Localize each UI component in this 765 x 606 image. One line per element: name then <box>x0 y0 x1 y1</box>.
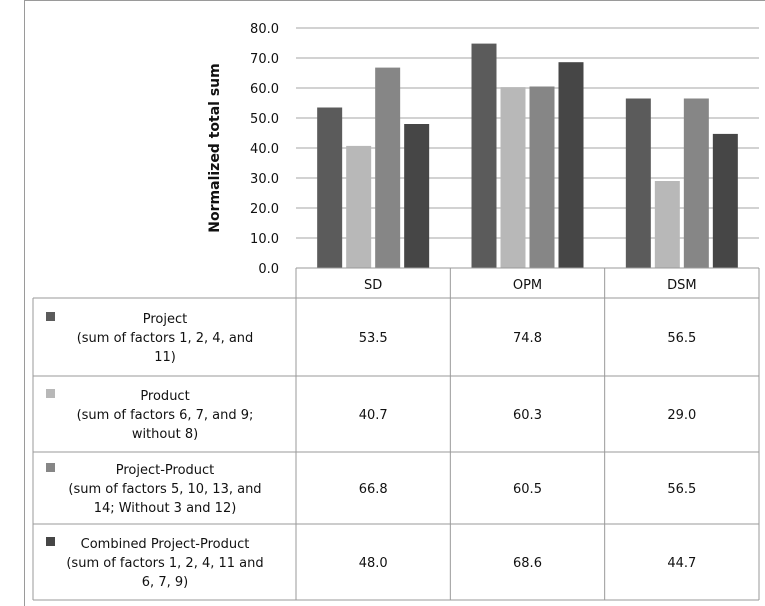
legend-swatch <box>46 537 55 546</box>
bar <box>404 124 430 268</box>
y-tick-label: 40.0 <box>250 142 279 157</box>
bar <box>500 87 526 268</box>
legend-label: (sum of factors 1, 2, 4, 11 and <box>66 556 263 571</box>
legend-label: Project <box>143 312 187 327</box>
chart-frame <box>24 0 765 606</box>
y-tick-label: 60.0 <box>250 82 279 97</box>
category-label: OPM <box>513 278 542 293</box>
bar <box>683 98 709 268</box>
bar <box>625 98 651 268</box>
legend-label: 14; Without 3 and 12) <box>94 501 237 516</box>
y-axis-label: Normalized total sum <box>207 63 223 232</box>
data-label: 53.5 <box>359 331 388 346</box>
category-label: SD <box>364 278 382 293</box>
legend-swatch <box>46 389 55 398</box>
legend-label: (sum of factors 1, 2, 4, and <box>77 331 254 346</box>
y-tick-label: 80.0 <box>250 22 279 37</box>
data-label: 29.0 <box>667 408 696 423</box>
data-label: 44.7 <box>667 556 696 571</box>
data-label: 56.5 <box>667 482 696 497</box>
data-label: 56.5 <box>667 331 696 346</box>
bar <box>375 67 401 268</box>
y-tick-label: 20.0 <box>250 202 279 217</box>
y-tick-label: 70.0 <box>250 52 279 67</box>
data-label: 68.6 <box>513 556 542 571</box>
bar <box>346 145 372 268</box>
data-label: 40.7 <box>359 408 388 423</box>
legend-swatch <box>46 312 55 321</box>
bar <box>654 181 680 268</box>
bar <box>529 86 555 268</box>
legend-swatch <box>46 463 55 472</box>
bar <box>712 133 738 268</box>
y-tick-label: 10.0 <box>250 232 279 247</box>
data-label: 66.8 <box>359 482 388 497</box>
legend-label: Combined Project-Product <box>81 537 250 552</box>
legend-label: Product <box>140 389 189 404</box>
legend-label: without 8) <box>132 427 198 442</box>
legend-label: 6, 7, 9) <box>142 575 188 590</box>
data-label: 74.8 <box>513 331 542 346</box>
category-label: DSM <box>667 278 696 293</box>
bar <box>558 62 584 269</box>
bar <box>317 107 343 268</box>
data-label: 60.3 <box>513 408 542 423</box>
data-label: 48.0 <box>359 556 388 571</box>
y-tick-label: 30.0 <box>250 172 279 187</box>
y-tick-label: 50.0 <box>250 112 279 127</box>
legend-label: Project-Product <box>116 463 215 478</box>
legend-label: (sum of factors 5, 10, 13, and <box>68 482 261 497</box>
legend-label: 11) <box>154 350 176 365</box>
bar <box>471 43 497 268</box>
legend-label: (sum of factors 6, 7, and 9; <box>77 408 254 423</box>
data-label: 60.5 <box>513 482 542 497</box>
y-tick-label: 0.0 <box>258 262 279 277</box>
